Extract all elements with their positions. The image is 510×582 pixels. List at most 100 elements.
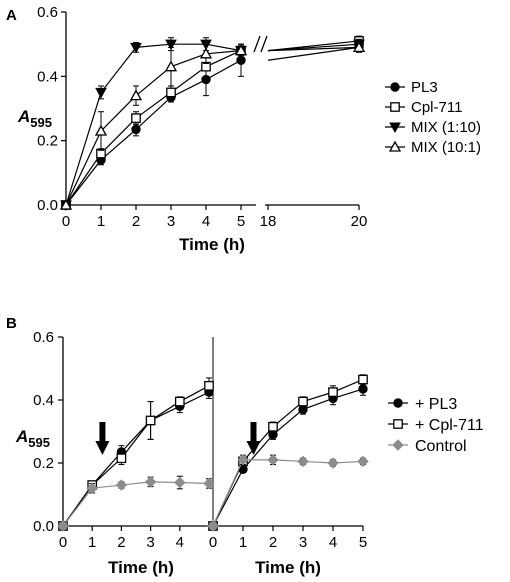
x-tick-label-a: 18 <box>260 213 277 230</box>
data-point-b <box>268 421 278 432</box>
x-axis-title-b: Time (h) <box>255 558 321 577</box>
series-line-b <box>212 378 364 527</box>
x-tick-label-b: 5 <box>359 534 367 551</box>
y-axis-title-a: A595 <box>17 107 52 130</box>
data-point-a <box>165 39 177 51</box>
x-tick-label-a: 3 <box>167 213 175 230</box>
y-axis-title-b: A595 <box>15 427 50 450</box>
y-tick-label-a: 0.0 <box>37 197 58 214</box>
y-tick-label-b: 0.6 <box>33 329 54 346</box>
x-tick-label-b: 0 <box>209 534 217 551</box>
data-point-b <box>203 477 215 490</box>
x-axis-title-a: Time (h) <box>179 235 245 254</box>
data-point-a <box>199 47 213 59</box>
y-tick-label-b: 0.2 <box>33 455 54 472</box>
data-point-b <box>327 457 339 469</box>
data-point-b <box>174 396 185 407</box>
legend-label-b: Control <box>415 438 467 455</box>
data-point-b <box>358 374 368 385</box>
series-line-b <box>62 385 210 527</box>
legend-label-a: Cpl-711 <box>411 99 462 116</box>
legend-marker-a <box>390 82 400 92</box>
panel-letter-a: A <box>6 7 17 24</box>
data-point-a <box>164 60 178 72</box>
data-point-a <box>131 124 141 135</box>
legend-label-a: MIX (10:1) <box>411 139 481 156</box>
data-point-a <box>234 44 248 56</box>
data-point-b <box>204 380 214 391</box>
x-tick-label-b: 3 <box>299 534 307 551</box>
series-line-b <box>212 459 364 527</box>
data-point-a <box>129 89 143 101</box>
data-point-a <box>94 124 108 136</box>
legend-marker-a <box>388 140 402 152</box>
data-point-a <box>352 41 366 53</box>
x-tick-label-a: 5 <box>237 213 245 230</box>
legend-item-a: MIX (10:1) <box>385 139 481 156</box>
series-a-1 <box>61 35 364 210</box>
legend-label-a: PL3 <box>411 79 438 96</box>
panel-a: A 0.0 0.2 0.4 0.6 0 1 2 3 4 5 18 20 Time (h) A595 <box>6 4 367 254</box>
series-b-0-2 <box>57 475 215 532</box>
legend-label-b: + Cpl-711 <box>415 417 484 434</box>
legend-item-a: Cpl-711 <box>385 99 462 116</box>
x-tick-label-a: 4 <box>202 213 210 230</box>
series-line-b <box>62 391 210 527</box>
y-tick-label-b: 0.0 <box>33 518 54 535</box>
x-tick-label-b: 3 <box>146 534 154 551</box>
x-tick-label-b: 1 <box>239 534 247 551</box>
data-point-b <box>116 453 127 464</box>
legend-marker-b <box>393 419 403 429</box>
data-point-b <box>328 387 338 397</box>
x-tick-label-b: 4 <box>176 534 184 551</box>
data-point-b <box>57 520 69 532</box>
y-tick-label-a: 0.6 <box>37 4 58 21</box>
legend-item-a: MIX (1:10) <box>385 119 481 136</box>
y-tick-label-a: 0.2 <box>37 133 58 150</box>
series-line-b <box>62 481 210 527</box>
legend-item-b: + Cpl-711 <box>388 417 484 434</box>
x-tick-label-b: 0 <box>59 534 67 551</box>
series-b-1-1 <box>208 374 368 531</box>
data-point-b <box>357 455 369 468</box>
series-line-a-after-break <box>267 46 360 61</box>
data-point-b <box>174 476 186 489</box>
x-tick-label-a: 1 <box>97 213 105 230</box>
y-axis-title-b-subscript: 595 <box>28 435 50 450</box>
legend-a: PL3 Cpl-711 MIX (1:10) MIX (10:1) <box>385 79 481 156</box>
series-line-a <box>65 59 242 206</box>
data-point-a <box>166 87 176 98</box>
data-point-b <box>267 454 279 466</box>
data-point-b <box>145 415 156 426</box>
arrow-icon-head <box>95 441 110 455</box>
arrow-icon-shaft <box>99 422 106 442</box>
series-line-a-after-break <box>267 46 360 52</box>
data-point-b <box>358 384 368 394</box>
series-line-a <box>65 50 242 206</box>
data-point-a <box>131 113 141 123</box>
panel-letter-b: B <box>6 315 17 332</box>
data-point-a <box>59 198 73 210</box>
legend-b: + PL3 + Cpl-711 Control <box>388 396 484 455</box>
data-point-b <box>297 455 309 468</box>
series-b-0-0 <box>58 385 214 531</box>
data-point-b <box>237 454 249 466</box>
series-a-0 <box>61 42 364 210</box>
axis-break-mark <box>260 35 268 53</box>
x-tick-label-b: 1 <box>88 534 96 551</box>
series-line-b <box>212 388 364 527</box>
x-tick-label-a: 2 <box>132 213 140 230</box>
arrow-icon-shaft <box>250 422 257 442</box>
data-point-b <box>115 479 128 491</box>
y-tick-label-a: 0.4 <box>37 68 58 85</box>
series-line-a <box>65 50 242 206</box>
data-point-b <box>298 396 308 407</box>
data-point-b <box>207 520 219 532</box>
y-axis-title-a-subscript: 595 <box>30 115 52 130</box>
y-tick-label-b: 0.4 <box>33 392 54 409</box>
legend-label-b: + PL3 <box>415 396 457 413</box>
data-point-b <box>144 476 157 488</box>
series-b-1-0 <box>208 382 368 531</box>
x-tick-label-b: 4 <box>329 534 337 551</box>
